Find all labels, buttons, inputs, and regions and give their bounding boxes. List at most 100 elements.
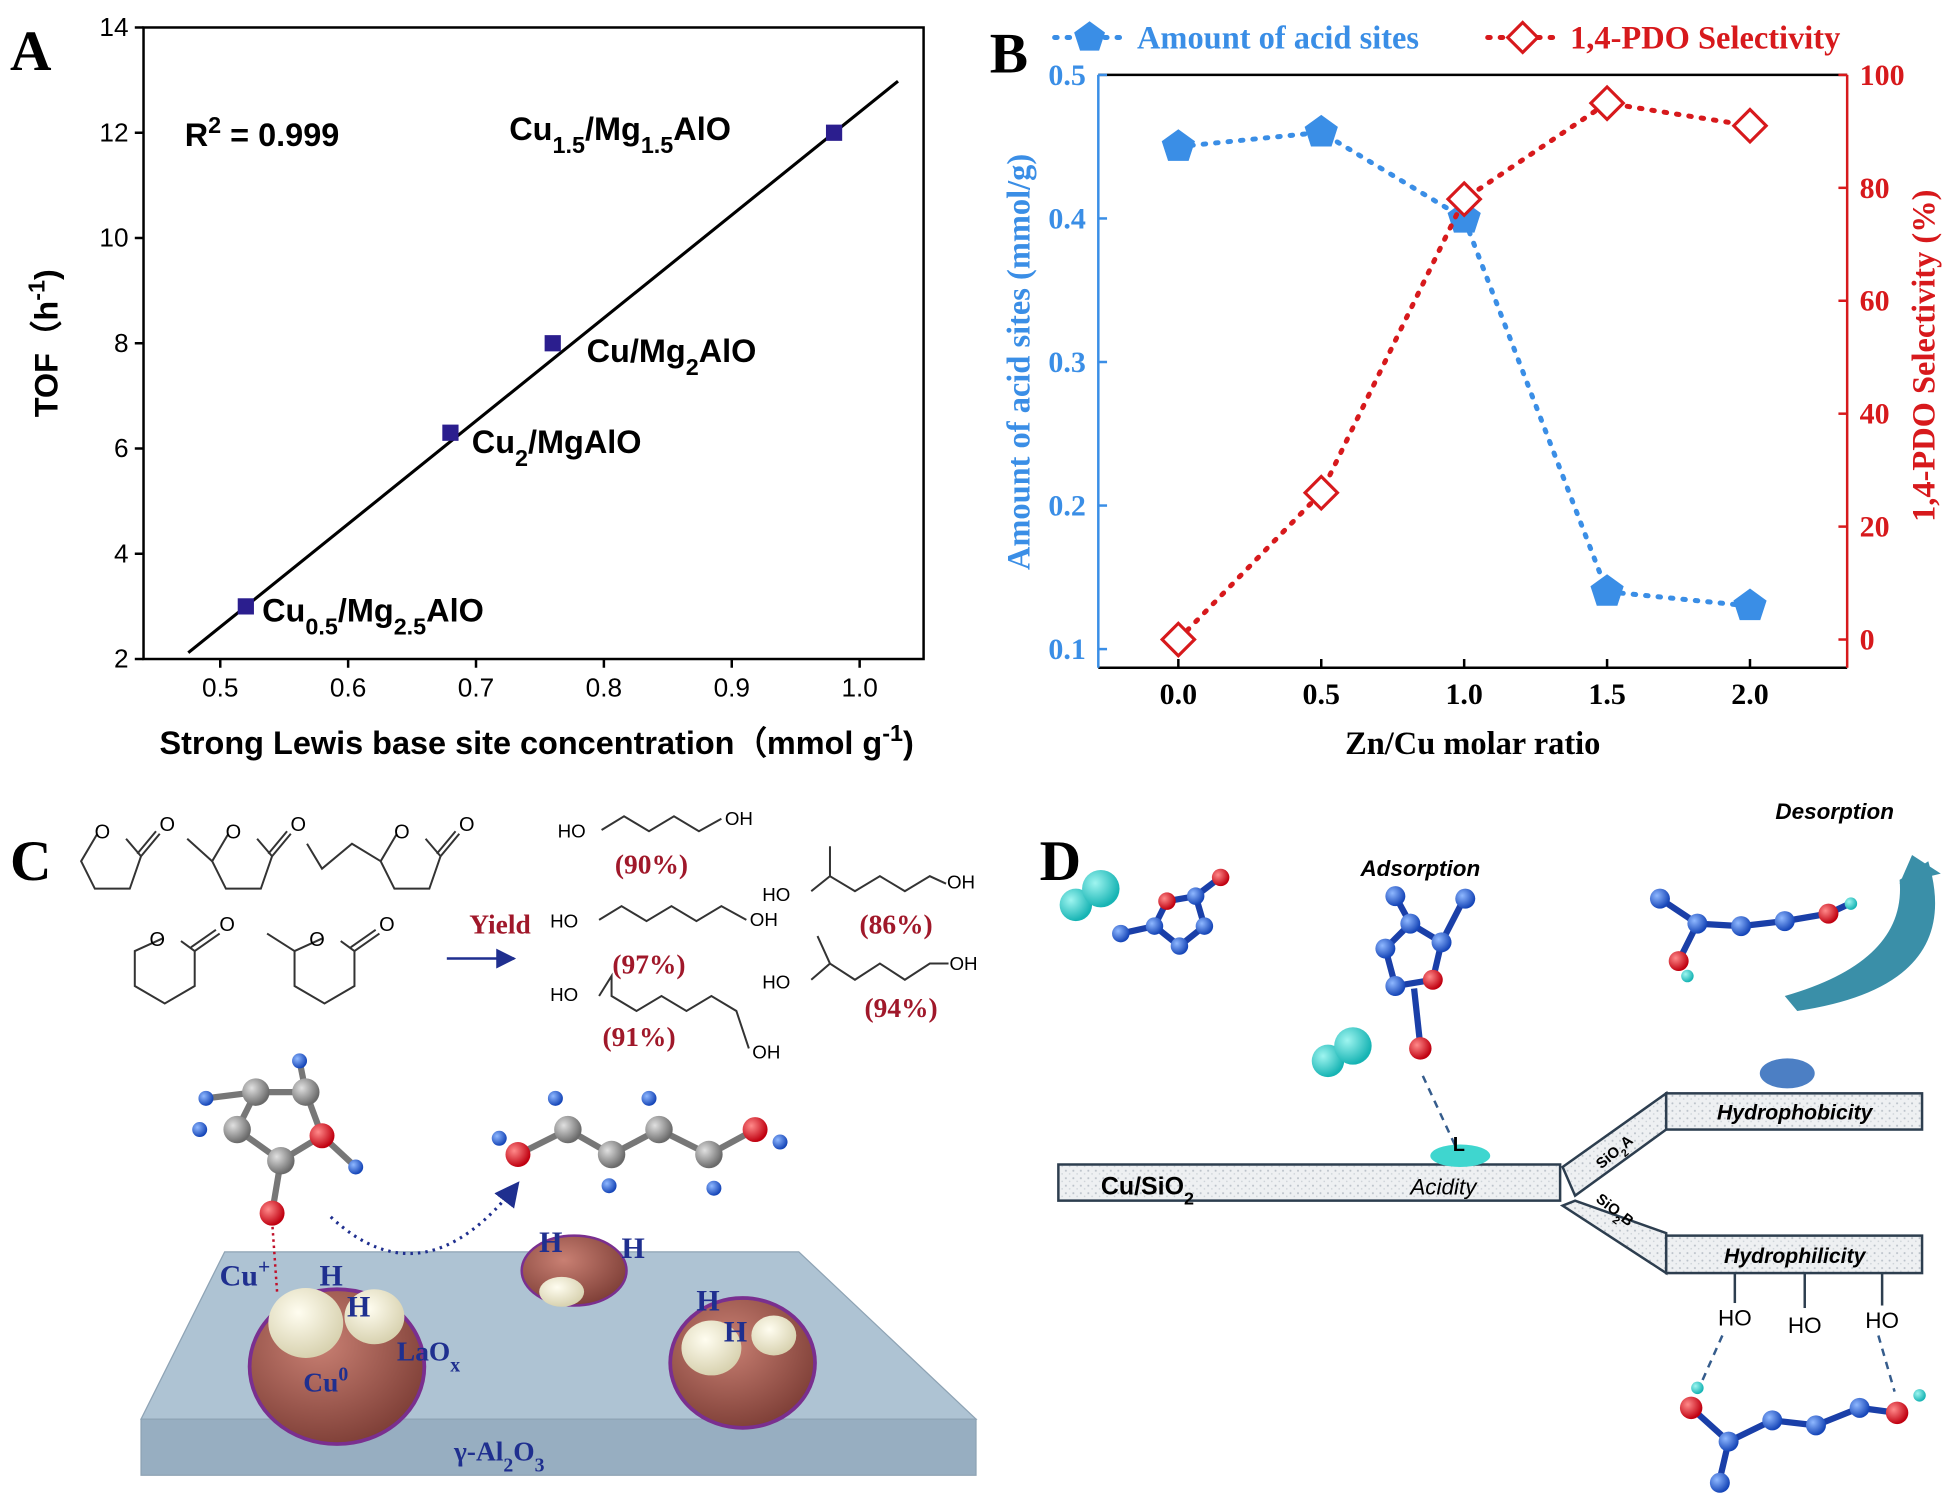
laox-patch (539, 1276, 585, 1307)
atom (601, 1178, 617, 1194)
hydroxyl: HO (1865, 1308, 1899, 1333)
desorption-arrow (1784, 861, 1936, 1011)
hydroxyl: HO (1718, 1305, 1752, 1330)
bond (271, 833, 292, 857)
y-tick-label: 0.5 (1048, 59, 1085, 92)
series-line (1175, 100, 1753, 643)
site-label: L (1453, 1134, 1465, 1156)
text-part: ) (28, 269, 64, 280)
point (1304, 114, 1338, 147)
bar-label: Hydrophilicity (1724, 1245, 1867, 1268)
bond (186, 837, 213, 862)
h-bond (1696, 1334, 1724, 1393)
bond (267, 830, 288, 855)
atom (554, 1115, 582, 1144)
bond (140, 833, 161, 857)
atom (1849, 1397, 1870, 1418)
surface-label: Cu+ (220, 1255, 271, 1293)
yield-label: Yield (469, 910, 530, 940)
diol-chain (601, 815, 722, 833)
atom (505, 1142, 531, 1167)
x-tick-label: 1.0 (1445, 678, 1482, 711)
text-part: /Mg (585, 111, 641, 147)
process-label: Desorption (1775, 799, 1894, 824)
atom (742, 1117, 768, 1143)
point (1733, 588, 1767, 621)
laox-patch (268, 1288, 344, 1358)
atom (1375, 938, 1396, 959)
text-part: AlO (426, 593, 484, 629)
atom (1422, 969, 1443, 990)
text-part: Cu/Mg (587, 333, 686, 369)
atom (1455, 888, 1476, 909)
reaction-arrow (329, 1181, 520, 1256)
bond (340, 940, 356, 952)
diol-chain (598, 904, 747, 923)
bond (194, 932, 221, 952)
x-tick-label: 0.7 (458, 672, 494, 702)
y2-tick-label: 0 (1860, 624, 1875, 657)
atom (1691, 1381, 1704, 1395)
h-bond (1877, 1335, 1896, 1392)
atom (259, 1200, 285, 1226)
ring-atom: O (226, 822, 242, 844)
panel-c-shapes (79, 815, 949, 1049)
atom (348, 1159, 364, 1175)
y-tick-label: 0.1 (1048, 633, 1085, 666)
atom (1718, 1431, 1739, 1452)
ring-atom: O (159, 814, 175, 836)
lactone-ring (133, 937, 196, 1005)
atom (695, 1140, 723, 1169)
legend-marker (1505, 20, 1540, 55)
atom (1687, 913, 1708, 934)
y-tick-label: 0.3 (1048, 346, 1085, 379)
atom (1649, 888, 1670, 909)
superscript: + (258, 1255, 270, 1279)
bar-label: Cu/SiO2 (1101, 1172, 1194, 1208)
x-tick-label: 0.5 (1303, 678, 1340, 711)
diol-group: HO (558, 820, 586, 841)
bond (350, 929, 377, 949)
x-tick-label: 0.5 (202, 672, 238, 702)
diol-chain (598, 972, 750, 1049)
ring-atom: O (219, 914, 235, 936)
point (1302, 474, 1340, 512)
panel-letter: D (1040, 830, 1081, 893)
laox-patch (681, 1320, 742, 1376)
text-part: TOF（h (28, 301, 64, 418)
x-tick-label: 1.0 (841, 672, 877, 702)
h-atom: H (320, 1260, 343, 1293)
atom (1774, 911, 1795, 932)
atom (597, 1140, 626, 1169)
point (825, 124, 843, 141)
y2-tick-label: 60 (1860, 285, 1890, 318)
panel-letter: A (10, 20, 52, 83)
text-part: R (185, 117, 208, 153)
x-tick-label: 0.6 (330, 672, 366, 702)
acid-site (1430, 1144, 1491, 1167)
ring-atom: O (149, 929, 165, 951)
diol-group: OH (949, 953, 977, 974)
y2-tick-label: 40 (1860, 398, 1890, 431)
atom (292, 1078, 320, 1106)
water-drop (1759, 1058, 1815, 1089)
support-label: γ-Al2O3 (453, 1436, 545, 1476)
hydrophobic-bar (1664, 1092, 1924, 1131)
fit-line (187, 79, 899, 654)
atom (309, 1123, 335, 1149)
superscript: -1 (882, 720, 903, 746)
subscript: 2 (515, 445, 528, 471)
legend-label: Amount of acid sites (1137, 21, 1419, 57)
atom (1885, 1401, 1909, 1425)
adsorption-bond (1421, 1075, 1457, 1147)
lactone-ring (379, 833, 442, 890)
diol-chain (810, 846, 947, 893)
atom (1186, 887, 1205, 905)
diol-group: OH (725, 808, 753, 829)
point (1590, 574, 1624, 606)
atom (1913, 1389, 1926, 1402)
y-tick-label: 2 (114, 644, 129, 674)
x-tick-label: 1.5 (1588, 678, 1625, 711)
superscript: 2 (208, 112, 221, 138)
